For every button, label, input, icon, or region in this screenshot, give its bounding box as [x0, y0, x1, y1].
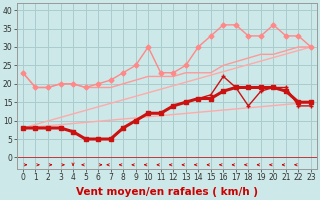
- X-axis label: Vent moyen/en rafales ( km/h ): Vent moyen/en rafales ( km/h ): [76, 187, 258, 197]
